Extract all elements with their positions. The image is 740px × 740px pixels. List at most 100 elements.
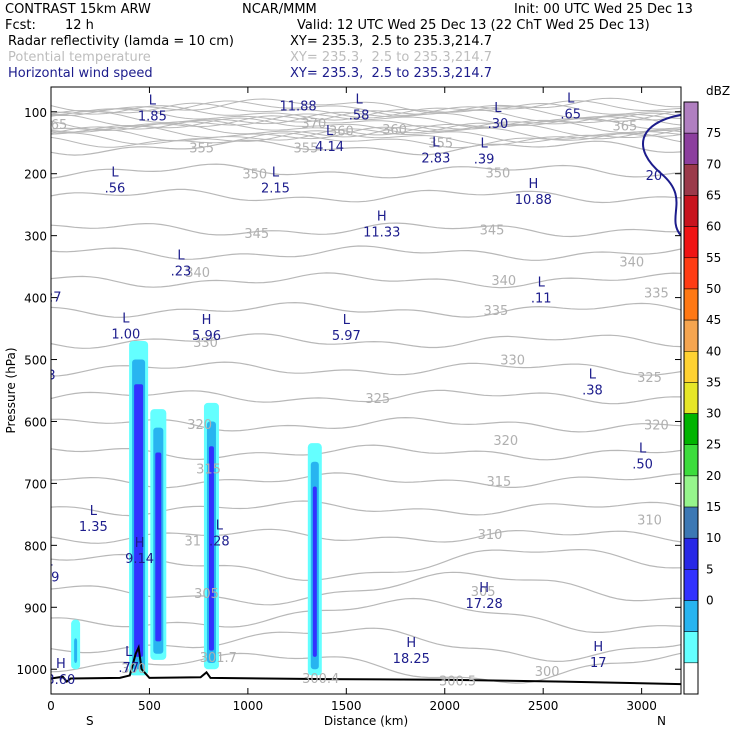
colorbar-swatch xyxy=(683,164,699,196)
theta-label: 301.7 xyxy=(200,651,237,666)
x-tick-label: 2500 xyxy=(528,699,559,713)
theta-label: 31 xyxy=(184,534,201,549)
colorbar-level-label: 50 xyxy=(706,282,721,296)
theta-label: 300.5 xyxy=(439,674,476,689)
theta-label: 350 xyxy=(485,166,510,181)
colorbar-unit: dBZ xyxy=(706,84,730,98)
theta-label: 315 xyxy=(196,463,221,478)
wind-extremum-value: 11.88 xyxy=(279,100,316,115)
wind-extremum-letter: L xyxy=(481,136,489,151)
theta-contour-line xyxy=(51,163,681,179)
wind-extremum-value: .38 xyxy=(582,383,603,398)
theta-label: 320 xyxy=(493,434,518,449)
theta-label: 330 xyxy=(193,336,218,351)
colorbar-swatch xyxy=(683,600,699,632)
wind-extremum-value: 2.15 xyxy=(261,181,290,196)
wind-extremum-value: .56 xyxy=(105,181,126,196)
theta-label: 370 xyxy=(301,117,326,132)
field-xy-theta: XY= 235.3, 2.5 to 235.3,214.7 xyxy=(290,50,493,65)
plot-overlays: 20 xyxy=(51,113,681,686)
colorbar-level-label: 40 xyxy=(706,344,721,358)
wind-extremum-letter: L xyxy=(177,248,185,263)
x-tick-label: 500 xyxy=(138,699,161,713)
colorbar-swatch xyxy=(683,631,699,664)
organization-label: NCAR/MMM xyxy=(242,2,317,17)
colorbar-frame xyxy=(683,101,699,695)
wind-extremum-letter: H xyxy=(593,640,603,655)
wind-extremum-value: .50 xyxy=(632,458,653,473)
y-tick-label: 400 xyxy=(24,292,47,306)
field-name-theta: Potential temperature xyxy=(8,50,151,65)
wind-extremum-letter: L xyxy=(90,504,98,519)
reflectivity-10dbz xyxy=(74,638,78,664)
wind-extremum-letter: H xyxy=(202,313,212,328)
wind-extremum-letter: L xyxy=(125,645,133,660)
colorbar-level-label: 35 xyxy=(706,375,721,389)
colorbar-level-label: 25 xyxy=(706,438,721,452)
theta-contour-line xyxy=(51,132,681,149)
theta-contour-line xyxy=(51,139,681,156)
colorbar-swatch xyxy=(683,569,699,601)
theta-contour-line xyxy=(51,272,681,289)
theta-label: 300 xyxy=(535,665,560,680)
wind-extremum-letter: H xyxy=(479,581,489,596)
colorbar-swatch xyxy=(683,662,699,695)
wind-contour-label: 20 xyxy=(646,169,663,184)
theta-label: 350 xyxy=(242,168,267,183)
y-tick-label: 700 xyxy=(24,477,47,491)
reflectivity-15dbz xyxy=(208,446,214,651)
wind-extremum-value: 1.00 xyxy=(111,328,140,343)
colorbar-level-label: 55 xyxy=(706,251,721,265)
wind-extremum-letter: L xyxy=(111,165,119,180)
wind-extremum-value: .23 xyxy=(171,264,192,279)
theta-contour-line xyxy=(51,188,681,204)
reflectivity-15dbz xyxy=(312,486,317,657)
wind-extremum-letter: L xyxy=(538,276,546,291)
wind-extremum-letter: L xyxy=(567,92,575,107)
wind-extremum-value: 3.60 xyxy=(46,673,75,688)
wind-extremum-value: .77 xyxy=(118,661,139,676)
colorbar-level-label: 0 xyxy=(706,594,714,608)
theta-label: 300 xyxy=(121,662,146,677)
x-tick-label: 1000 xyxy=(233,699,264,713)
theta-contour-line xyxy=(51,301,681,318)
theta-contour-line xyxy=(51,129,681,146)
colorbar-level-label: 60 xyxy=(706,220,721,234)
wind-extremum-letter: L xyxy=(122,312,130,327)
y-tick-label: 100 xyxy=(24,106,47,120)
wind-extremum-value: 5.97 xyxy=(332,329,361,344)
y-tick-label: 500 xyxy=(24,354,47,368)
x-axis-title: Distance (km) xyxy=(324,714,408,728)
colorbar-swatch xyxy=(683,257,699,290)
theta-label: 300.4 xyxy=(302,672,339,687)
theta-label: 335 xyxy=(484,304,509,319)
colorbar-level-label: 5 xyxy=(706,562,714,576)
colorbar-swatch xyxy=(683,537,699,570)
wind-extremum-letter: L xyxy=(45,554,53,569)
theta-contour-line xyxy=(51,361,681,377)
terrain-line xyxy=(51,644,681,686)
forecast-label: Fcst: xyxy=(5,18,36,33)
colorbar-level-label: 65 xyxy=(706,188,721,202)
colorbar-level-label: 20 xyxy=(706,469,721,483)
wind-extremum-value: 17 xyxy=(590,656,607,671)
theta-contour-line xyxy=(51,389,681,405)
theta-label: 305 xyxy=(194,587,219,602)
theta-label: 355 xyxy=(428,137,453,152)
colorbar-level-label: 30 xyxy=(706,407,721,421)
theta-contour-line xyxy=(51,333,681,349)
y-tick-label: 800 xyxy=(24,539,47,553)
colorbar-swatch xyxy=(683,351,699,383)
wind-extremum-letter: H xyxy=(135,536,145,551)
theta-contour-line xyxy=(51,100,681,116)
theta-label: 355 xyxy=(294,142,319,157)
x-tick-label: 1500 xyxy=(331,699,362,713)
theta-label: 330 xyxy=(500,354,525,369)
theta-label: 340 xyxy=(619,256,644,271)
theta-label: 310 xyxy=(637,513,662,528)
colorbar-swatch xyxy=(683,444,699,477)
wind-extremum-value: .11 xyxy=(531,292,552,307)
